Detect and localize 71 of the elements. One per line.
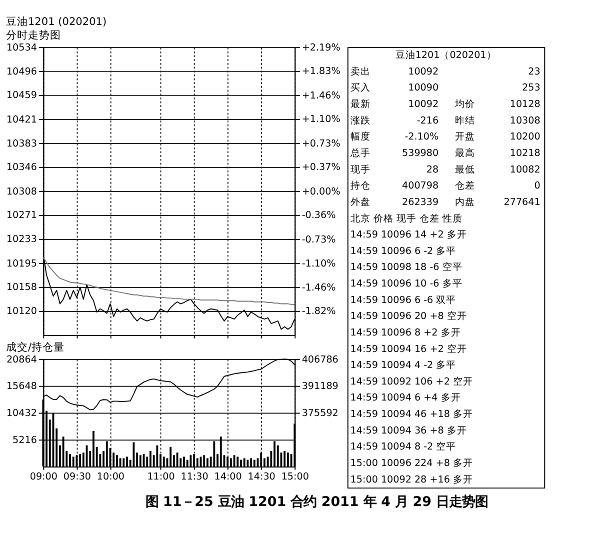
text: 卖出 10092 23 xyxy=(350,66,540,78)
y2-tick-label: -0.36% xyxy=(302,210,336,222)
text: 14:59 10096 8 +2 多开 xyxy=(350,326,461,338)
text: 14:59 10096 6 -6 双平 xyxy=(350,294,456,306)
y2-tick-label: -1.10% xyxy=(302,258,336,270)
y2-tick-label: +1.10% xyxy=(302,114,340,126)
text: 14:59 10094 4 -2 多平 xyxy=(350,359,456,372)
text: 14:59 10094 46 +18 多开 xyxy=(350,408,473,420)
text: 幅度 -2.10% 开盘 10200 xyxy=(350,132,540,143)
y-tick-label: 10432 xyxy=(6,408,37,420)
y-tick-label: 10383 xyxy=(6,138,37,150)
y2-tick-label: +2.19% xyxy=(302,42,340,54)
y-tick-label: 10459 xyxy=(6,90,37,102)
line-series xyxy=(42,256,296,305)
chart-subtitle: 分时走势图 xyxy=(6,28,61,42)
text: 14:59 10098 18 -6 空平 xyxy=(350,261,462,274)
text: 14:59 10094 6 +4 多开 xyxy=(350,392,461,404)
y2-tick-label: +0.00% xyxy=(302,186,340,198)
text: 14:59 10094 8 -2 空平 xyxy=(350,440,456,453)
text: 15:00 10096 224 +8 多开 xyxy=(350,457,473,470)
text: 涨跌 -216 昨结 10308 xyxy=(350,115,540,126)
text: 最新 10092 均价 10128 xyxy=(350,99,540,110)
y-tick-label: 10421 xyxy=(6,114,37,126)
text: 北京 价格 现手 仓差 性质 xyxy=(350,212,462,224)
y-tick-label: 10496 xyxy=(6,66,37,78)
text: 14:59 10094 16 +2 空开 xyxy=(350,342,467,355)
y-tick-label: 10233 xyxy=(6,234,37,246)
y-tick-label: 10346 xyxy=(6,162,37,174)
x-tick-label: 14:30 xyxy=(248,471,276,482)
text: 14:59 10096 14 +2 多开 xyxy=(350,228,467,241)
y-tick-label: 10271 xyxy=(6,210,37,221)
x-tick-label: 11:30 xyxy=(180,471,208,482)
y-tick-label: 10195 xyxy=(6,258,37,270)
y-tick-label: 5216 xyxy=(12,434,37,446)
y2-tick-label: -0.73% xyxy=(302,234,336,246)
y2-tick-label: 406786 xyxy=(302,354,338,366)
y2-tick-label: +0.73% xyxy=(302,138,340,150)
y-tick-label: 10534 xyxy=(6,42,37,54)
y-tick-label: 10158 xyxy=(6,282,37,293)
y-tick-label: 20864 xyxy=(6,354,37,366)
x-tick-label: 09:30 xyxy=(63,471,91,482)
y2-tick-label: 391189 xyxy=(302,381,338,392)
y2-tick-label: 375592 xyxy=(302,408,338,420)
y2-tick-label: +1.46% xyxy=(302,90,340,102)
y2-tick-label: +1.83% xyxy=(302,66,340,78)
caption: 图 11－25 豆油 1201 合约 2011 年 4 月 29 日走势图 xyxy=(145,494,488,510)
text: 现手 28 最低 10082 xyxy=(350,164,540,176)
text: 买入 10090 253 xyxy=(350,82,540,94)
text: 总手 539980 最高 10218 xyxy=(350,148,540,160)
y-tick-label: 15648 xyxy=(6,381,37,392)
text: 持仓 400798 仓差 0 xyxy=(350,180,540,192)
x-tick-label: 09:00 xyxy=(30,471,58,482)
y-tick-label: 10120 xyxy=(6,306,37,318)
text: 外盘 262339 内盘 277641 xyxy=(350,196,540,208)
chart-title: 豆油1201 (020201) xyxy=(6,15,107,28)
x-tick-label: 10:00 xyxy=(96,471,125,482)
text: 14:59 10096 10 -6 多平 xyxy=(350,278,462,290)
text: 豆油1201（020201） xyxy=(395,49,496,62)
y2-tick-label: +0.37% xyxy=(302,162,340,174)
y-tick-label: 10308 xyxy=(6,186,37,198)
x-tick-label: 15:00 xyxy=(281,471,309,482)
y2-tick-label: -1.46% xyxy=(302,282,336,294)
text: 14:59 10094 36 +8 多开 xyxy=(350,424,467,436)
y2-tick-label: -1.82% xyxy=(302,306,336,318)
x-tick-label: 14:00 xyxy=(214,471,242,482)
text: 15:00 10092 28 +16 多开 xyxy=(350,473,473,486)
text: 14:59 10096 20 +8 空开 xyxy=(350,310,467,322)
chart-title: 成交/持仓量 xyxy=(6,340,64,354)
x-tick-label: 11:00 xyxy=(147,471,175,482)
text: 14:59 10092 106 +2 空开 xyxy=(350,375,473,388)
text: 14:59 10096 6 -2 多平 xyxy=(350,244,456,257)
